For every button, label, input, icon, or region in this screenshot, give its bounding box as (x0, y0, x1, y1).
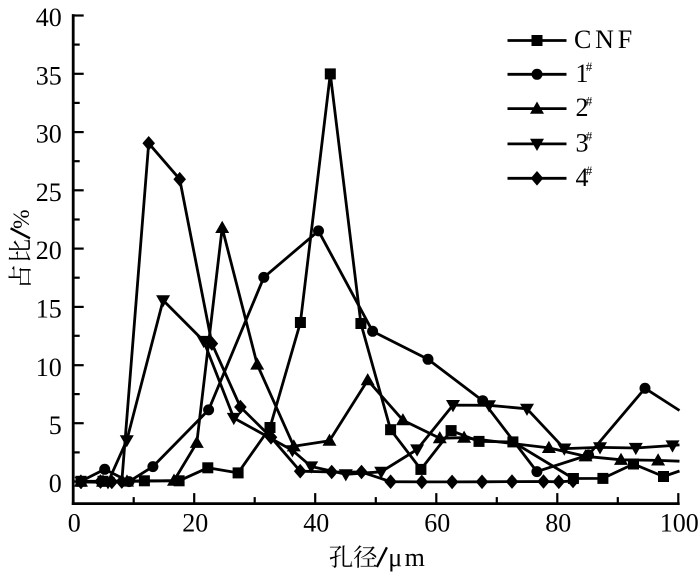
svg-text:10: 10 (36, 353, 62, 382)
svg-text:20: 20 (36, 236, 62, 265)
svg-text:CNF: CNF (574, 25, 636, 54)
svg-text:40: 40 (36, 3, 62, 32)
svg-text:25: 25 (36, 178, 62, 207)
svg-text:μm: μm (388, 543, 427, 572)
svg-text:100: 100 (660, 509, 699, 538)
svg-text:30: 30 (36, 120, 62, 149)
svg-text:0: 0 (49, 469, 62, 498)
svg-text:20: 20 (182, 509, 208, 538)
svg-text:15: 15 (36, 295, 62, 324)
svg-text:60: 60 (424, 509, 450, 538)
svg-text:80: 80 (545, 509, 571, 538)
svg-text:#: # (586, 129, 593, 144)
svg-text:35: 35 (36, 61, 62, 90)
svg-text:1: 1 (576, 59, 589, 88)
svg-text:#: # (586, 163, 593, 178)
svg-text:#: # (586, 93, 593, 108)
svg-text:3: 3 (576, 128, 589, 157)
svg-text:5: 5 (49, 411, 62, 440)
svg-text:0: 0 (68, 509, 81, 538)
svg-text:4: 4 (576, 163, 589, 192)
svg-text:%: % (9, 209, 35, 229)
svg-text:2: 2 (576, 93, 589, 122)
svg-text:40: 40 (303, 509, 329, 538)
svg-text:#: # (586, 59, 593, 74)
